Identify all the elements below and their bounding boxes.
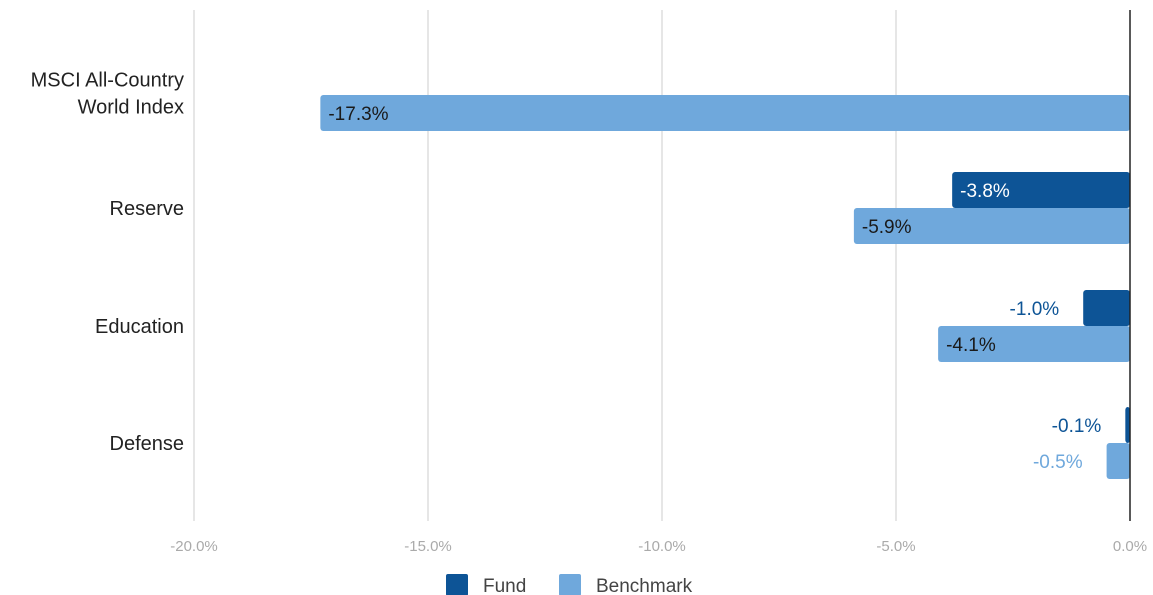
x-tick-label: -10.0% — [638, 538, 686, 555]
category-label: World Index — [78, 97, 184, 119]
legend-swatch-fund — [446, 574, 468, 595]
data-label: -4.1% — [946, 335, 996, 356]
x-tick-label: -20.0% — [170, 538, 218, 555]
legend-label-fund: Fund — [483, 576, 526, 595]
bars — [320, 95, 1130, 479]
gridlines — [193, 10, 897, 521]
bar-fund — [1083, 290, 1130, 326]
bar-benchmark — [1106, 443, 1130, 479]
data-label: -5.9% — [862, 217, 912, 238]
data-label: -0.5% — [1033, 452, 1083, 473]
category-label: Reserve — [110, 198, 184, 220]
bar-benchmark — [320, 95, 1130, 131]
legend-swatch-benchmark — [559, 574, 581, 595]
x-tick-label: 0.0% — [1113, 538, 1147, 555]
bar-fund — [1125, 407, 1130, 443]
data-label: -17.3% — [328, 104, 388, 125]
category-labels: MSCI All-Country World Index Reserve Educat… — [31, 70, 184, 456]
data-label: -3.8% — [960, 181, 1010, 202]
x-tick-label: -5.0% — [876, 538, 915, 555]
x-tick-label: -15.0% — [404, 538, 452, 555]
legend-label-benchmark: Benchmark — [596, 576, 693, 595]
bar-fund — [952, 172, 1130, 208]
data-label: -1.0% — [1010, 299, 1060, 320]
category-label: Defense — [110, 433, 185, 455]
category-label: MSCI All-Country — [31, 70, 184, 92]
bar-benchmark — [938, 326, 1130, 362]
data-label: -0.1% — [1052, 416, 1102, 437]
data-labels: -3.8% -1.0% -0.1% -17.3% -5.9% -4.1% -0.5% — [328, 104, 1101, 473]
category-label: Education — [95, 316, 184, 338]
bar-benchmark — [853, 208, 1130, 244]
x-axis-ticks: -20.0% -15.0% -10.0% -5.0% 0.0% — [170, 538, 1147, 555]
legend: Fund Benchmark — [446, 574, 693, 595]
